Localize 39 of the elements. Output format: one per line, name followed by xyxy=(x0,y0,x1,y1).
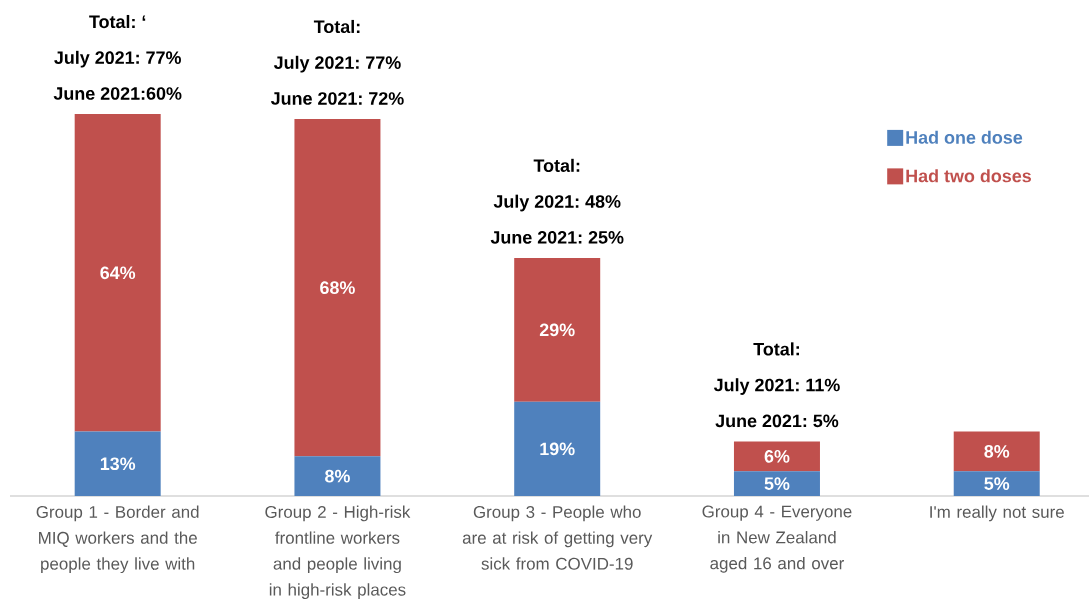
text: June 2021:60% xyxy=(53,87,182,100)
annotation: July 2021: 48% xyxy=(493,194,621,212)
annotation: Total: xyxy=(533,158,580,172)
data-label: 8% xyxy=(984,445,1010,458)
bar xyxy=(74,114,161,432)
text: Total: ‘ xyxy=(89,14,146,29)
bar xyxy=(733,441,820,472)
bar xyxy=(953,471,1040,496)
text: Total: xyxy=(313,19,360,34)
data-label: 6% xyxy=(764,449,790,463)
data-label: 13% xyxy=(100,457,136,471)
x-tick-label: Group 3 - People who are at risk of getting very sick from COVID-19 xyxy=(462,505,653,570)
bar xyxy=(733,471,820,496)
data-label: 19% xyxy=(540,442,575,456)
data-label: 5% xyxy=(764,477,790,490)
bar xyxy=(74,431,161,496)
x-tick-label: Group 2 - High-risk frontline workers and people living in high-risk places xyxy=(265,505,411,600)
data-label: 68% xyxy=(320,281,355,295)
annotation: Total: xyxy=(753,342,799,356)
bar xyxy=(294,119,381,457)
data-label: 8% xyxy=(325,469,350,483)
x-tick-label: I'm really not sure xyxy=(930,505,1064,522)
data-label: 5% xyxy=(984,477,1010,490)
bar xyxy=(953,431,1040,472)
text: June 2021: 72% xyxy=(270,92,404,105)
bar xyxy=(514,401,601,496)
annotation: July 2021: 11% xyxy=(713,378,840,395)
legend-label: Had two doses xyxy=(906,169,1031,183)
x-tick-label: Group 1 - Border and MIQ workers and the people they live with xyxy=(36,505,199,574)
x-tick-label: Group 4 - Everyone in New Zealand aged 16 and over xyxy=(702,505,852,573)
text: July 2021: 77% xyxy=(273,55,401,73)
annotation: June 2021: 25% xyxy=(490,231,624,244)
bar xyxy=(294,456,381,496)
bar xyxy=(514,257,601,402)
annotation: June 2021: 5% xyxy=(715,414,839,428)
data-label: 29% xyxy=(539,323,575,337)
data-label: 64% xyxy=(100,266,136,280)
text: July 2021: 77% xyxy=(54,50,181,68)
legend-label: Had one dose xyxy=(906,130,1023,144)
